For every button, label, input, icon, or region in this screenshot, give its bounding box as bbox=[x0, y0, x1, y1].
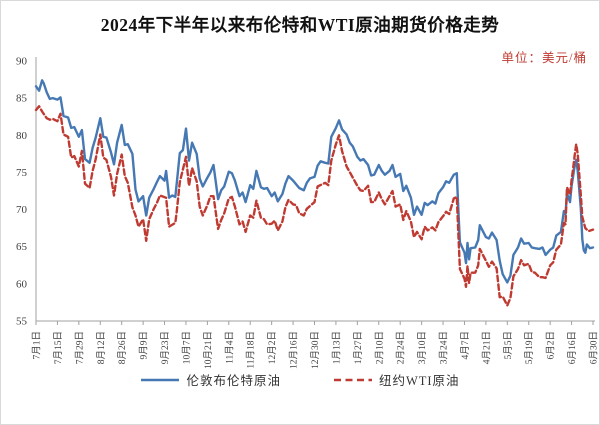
x-tick-label: 2月10日 bbox=[374, 331, 385, 364]
x-tick-label: 5月19日 bbox=[524, 331, 535, 364]
legend-item-brent: 伦敦布伦特原油 bbox=[140, 370, 281, 389]
x-tick-label: 1月27日 bbox=[353, 331, 364, 364]
y-tick-label: 70 bbox=[16, 204, 28, 216]
brent-line bbox=[34, 79, 595, 284]
legend: 伦敦布伦特原油 纽约WTI原油 bbox=[1, 370, 599, 389]
x-tick-label: 12月2日 bbox=[267, 331, 278, 364]
x-tick-label: 10月21日 bbox=[203, 331, 214, 369]
wti-line-sample bbox=[333, 378, 372, 381]
x-tick-label: 3月24日 bbox=[439, 331, 450, 364]
y-tick-label: 65 bbox=[16, 241, 28, 253]
x-tick-label: 7月1日 bbox=[32, 331, 43, 360]
x-tick-label: 12月30日 bbox=[310, 331, 321, 369]
x-tick-label: 6月16日 bbox=[567, 331, 578, 364]
y-tick-label: 60 bbox=[16, 278, 28, 290]
x-tick-label: 8月12日 bbox=[96, 331, 107, 364]
y-tick-label: 85 bbox=[16, 93, 28, 105]
x-tick-label: 3月10日 bbox=[417, 331, 428, 364]
x-tick-label: 4月7日 bbox=[460, 331, 471, 360]
x-tick-label: 9月9日 bbox=[139, 331, 150, 360]
unit-label: 单位：美元/桶 bbox=[501, 51, 587, 65]
x-tick-label: 7月29日 bbox=[74, 331, 85, 364]
y-tick-label: 90 bbox=[16, 56, 28, 68]
x-tick-label: 6月30日 bbox=[589, 331, 600, 364]
x-tick-label: 5月5日 bbox=[503, 331, 514, 360]
x-tick-label: 11月4日 bbox=[224, 331, 235, 364]
y-tick-label: 55 bbox=[16, 316, 28, 328]
y-tick-label: 80 bbox=[16, 130, 28, 142]
wti-line bbox=[34, 105, 595, 307]
x-tick-label: 10月7日 bbox=[181, 331, 192, 364]
x-tick-label: 8月26日 bbox=[117, 331, 128, 364]
brent-line-sample bbox=[141, 378, 180, 381]
x-tick-label: 6月2日 bbox=[546, 331, 557, 360]
legend-label-brent: 伦敦布伦特原油 bbox=[186, 374, 281, 388]
y-tick-label: 75 bbox=[16, 167, 28, 179]
x-tick-label: 9月23日 bbox=[160, 331, 171, 364]
chart-title: 2024年下半年以来布伦特和WTI原油期货价格走势 bbox=[100, 15, 500, 35]
x-tick-label: 2月24日 bbox=[396, 331, 407, 364]
legend-label-wti: 纽约WTI原油 bbox=[378, 374, 460, 388]
x-tick-label: 7月15日 bbox=[53, 331, 64, 364]
price-chart: 55 60 65 70 75 80 85 90 7月1日 7月15日 7月29日 8月12日 8月26日… bbox=[16, 56, 600, 370]
x-tick-label: 4月21日 bbox=[481, 331, 492, 364]
x-tick-label: 1月13日 bbox=[331, 331, 342, 364]
x-tick-label: 11月18日 bbox=[246, 331, 257, 369]
x-tick-label: 12月16日 bbox=[289, 331, 300, 369]
legend-item-wti: 纽约WTI原油 bbox=[333, 370, 460, 389]
